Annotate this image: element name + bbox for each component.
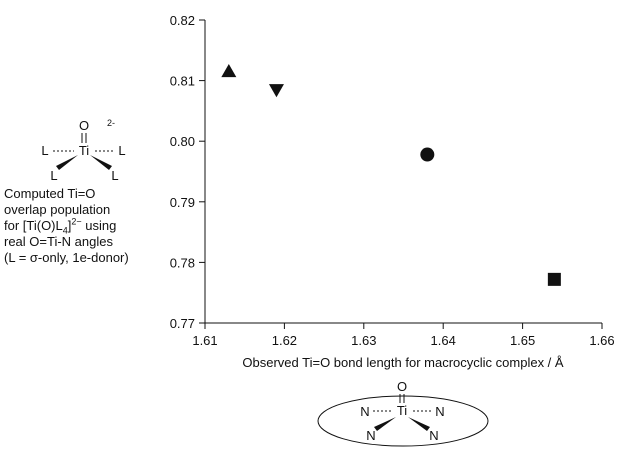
x-tick-label: 1.63 <box>351 333 376 348</box>
annotation-formula-charge: 2− <box>71 216 82 227</box>
y-tick-label: 0.77 <box>170 316 195 331</box>
ligand-label-right-front: L <box>111 168 118 183</box>
oxygen-atom-label: O <box>79 118 89 133</box>
axes: 0.77 0.78 0.79 0.80 0.81 0.82 1.61 1.62 1.63 1.64… <box>170 13 615 348</box>
annotation-formula-end: using <box>81 218 117 233</box>
nitrogen-label-left-back: N <box>360 404 369 419</box>
ligand-label-right-back: L <box>118 143 125 158</box>
ligand-label-left-back: L <box>41 143 48 158</box>
annotation-formula-subscript: 4 <box>62 225 68 236</box>
y-tick-label: 0.78 <box>170 255 195 270</box>
annotation-formula-start: for [Ti(O)L <box>4 218 63 233</box>
nitrogen-label-left-front: N <box>366 428 375 443</box>
annotation-line-1: Computed Ti=O <box>4 186 96 201</box>
wedge-bond-left <box>374 417 396 431</box>
titanium-atom-label: Ti <box>397 403 407 418</box>
annotation-line-3: for [Ti(O)L4]2− using <box>4 216 174 236</box>
wedge-bond-right <box>90 155 112 170</box>
annotation-formula-bracket: ] <box>67 218 72 233</box>
y-tick-label: 0.82 <box>170 13 195 28</box>
oxygen-atom-label: O <box>397 379 407 394</box>
ligand-label-left-front: L <box>50 168 57 183</box>
x-tick-label: 1.65 <box>510 333 535 348</box>
x-tick-label: 1.61 <box>192 333 217 348</box>
macrocycle-ring <box>317 395 489 447</box>
y-tick-label: 0.79 <box>170 195 195 210</box>
titanium-atom-label: Ti <box>79 143 89 158</box>
y-axis-annotation: Computed Ti=O overlap population for [Ti… <box>4 186 174 266</box>
x-tick-label: 1.66 <box>589 333 614 348</box>
annotation-line-5: (L = σ-only, 1e-donor) <box>4 250 129 265</box>
y-tick-label: 0.80 <box>170 134 195 149</box>
data-point-triangle-down <box>268 84 284 98</box>
annotation-line-2: overlap population <box>4 202 111 217</box>
data-points <box>221 64 561 286</box>
x-tick-label: 1.62 <box>272 333 297 348</box>
wedge-bond-right <box>408 417 430 431</box>
data-point-triangle-up <box>221 64 237 78</box>
charge-label: 2- <box>107 118 115 128</box>
data-point-square <box>547 272 561 286</box>
x-tick-label: 1.64 <box>431 333 456 348</box>
nitrogen-label-right-front: N <box>429 428 438 443</box>
data-point-circle <box>420 147 435 162</box>
ti-oxo-l4-structure: O Ti 2- L L L L <box>41 118 125 183</box>
nitrogen-label-right-back: N <box>435 404 444 419</box>
macrocycle-structure: O Ti N N N N <box>317 379 489 447</box>
x-axis-title: Observed Ti=O bond length for macrocycli… <box>242 355 563 370</box>
y-tick-label: 0.81 <box>170 74 195 89</box>
annotation-line-4: real O=Ti-N angles <box>4 234 113 249</box>
wedge-bond-left <box>56 155 78 170</box>
